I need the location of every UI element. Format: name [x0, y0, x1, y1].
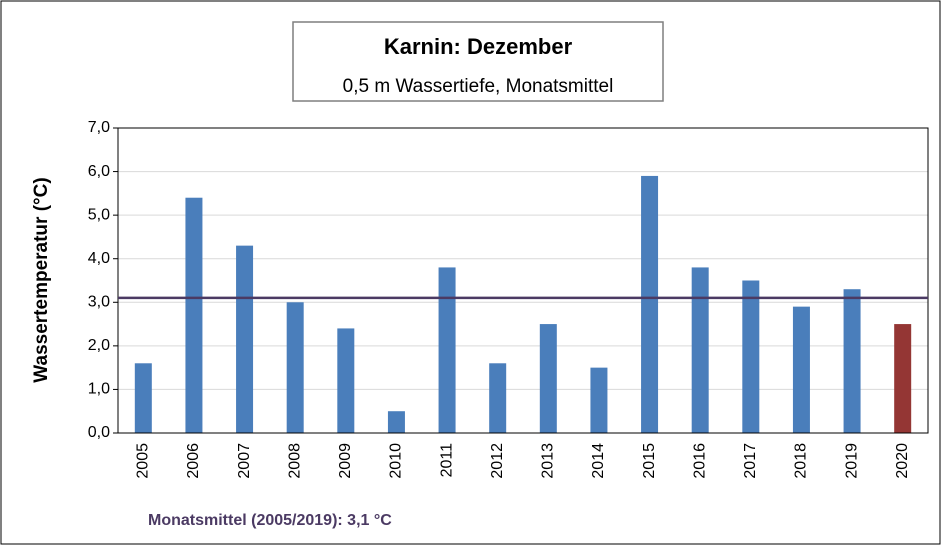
y-tick-label: 1,0: [88, 381, 110, 398]
bar: [843, 289, 861, 433]
x-tick-label: 2016: [691, 443, 708, 479]
y-tick-label: 5,0: [88, 206, 110, 223]
y-tick-label: 3,0: [88, 294, 110, 311]
x-tick-label: 2005: [135, 443, 152, 479]
chart-title: Karnin: Dezember: [384, 34, 573, 59]
x-tick-label: 2014: [590, 443, 607, 479]
x-tick-label: 2013: [540, 443, 557, 479]
bar: [236, 245, 254, 433]
x-tick-label: 2010: [388, 443, 405, 479]
y-tick-label: 2,0: [88, 337, 110, 354]
bar: [387, 411, 405, 433]
x-tick-label: 2017: [742, 443, 759, 479]
y-tick-label: 6,0: [88, 163, 110, 180]
x-tick-label: 2011: [438, 443, 455, 478]
bar: [742, 280, 760, 433]
reference-label: Monatsmittel (2005/2019): 3,1 °C: [148, 512, 392, 529]
bar: [641, 175, 659, 433]
bar: [185, 197, 203, 433]
x-tick-label: 2009: [337, 443, 354, 479]
plot-border: [117, 127, 929, 434]
bar: [438, 267, 456, 433]
y-tick-label: 0,0: [88, 424, 110, 441]
bar: [489, 363, 507, 433]
x-tick-label: 2018: [793, 443, 810, 479]
bar: [337, 328, 355, 433]
chart-subtitle: 0,5 m Wassertiefe, Monatsmittel: [343, 76, 614, 97]
bar: [590, 367, 608, 433]
bar: [792, 306, 810, 433]
x-tick-label: 2020: [894, 443, 911, 479]
bar: [134, 363, 152, 433]
y-axis-label: Wassertemperatur (°C): [31, 177, 52, 382]
x-tick-label: 2007: [236, 443, 253, 479]
bar: [286, 302, 304, 433]
bar: [691, 267, 709, 433]
y-tick-label: 4,0: [88, 250, 110, 267]
y-tick-label: 7,0: [88, 119, 110, 136]
bar: [894, 324, 912, 433]
bar: [539, 324, 557, 433]
x-tick-label: 2015: [641, 443, 658, 479]
x-tick-label: 2006: [185, 443, 202, 479]
title-box: [292, 21, 664, 102]
x-tick-label: 2019: [843, 443, 860, 479]
x-tick-label: 2012: [489, 443, 506, 479]
x-tick-label: 2008: [286, 443, 303, 479]
